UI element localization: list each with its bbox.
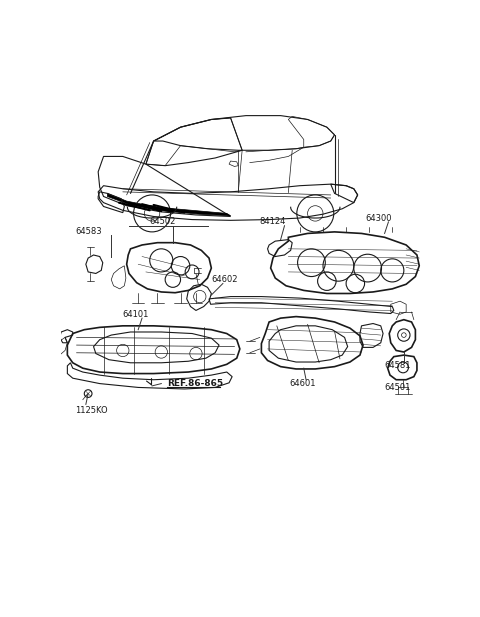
Text: 84124: 84124 [260, 217, 286, 226]
Text: 64501: 64501 [384, 383, 411, 392]
Text: 64583: 64583 [75, 228, 102, 236]
Text: 1125KO: 1125KO [75, 406, 108, 415]
Text: REF.86-865: REF.86-865 [168, 379, 224, 388]
Text: 64601: 64601 [289, 379, 316, 388]
Polygon shape [108, 193, 230, 216]
Text: 64300: 64300 [365, 213, 392, 223]
Text: 64602: 64602 [211, 275, 238, 284]
Text: 64101: 64101 [123, 310, 149, 319]
Text: 64581: 64581 [384, 362, 411, 370]
Text: 64502: 64502 [150, 217, 176, 226]
